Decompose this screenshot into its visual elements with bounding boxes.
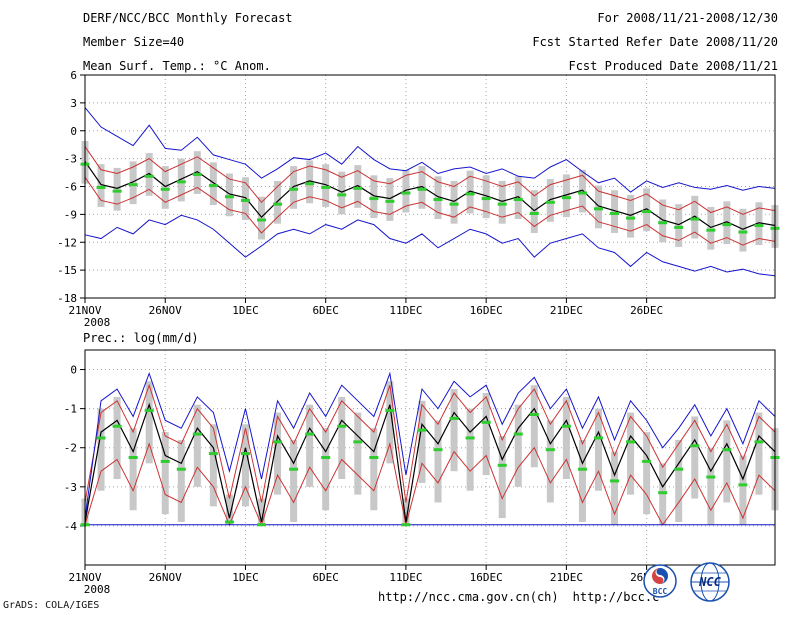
ensemble-max-line bbox=[84, 371, 776, 519]
panel2-title: Prec.: log(mm/d) bbox=[83, 331, 199, 345]
y-tick-label: -9 bbox=[64, 208, 77, 221]
y-tick-label: -3 bbox=[64, 481, 77, 494]
ncc-logo-label: NCC bbox=[698, 575, 721, 589]
upper-quartile-line bbox=[84, 146, 776, 215]
x-tick-label: 11DEC bbox=[389, 304, 422, 317]
x-tick-label: 21NOV bbox=[68, 571, 101, 584]
y-tick-label: -15 bbox=[57, 264, 77, 277]
header-refer-date: Fcst Started Refer Date 2008/11/20 bbox=[532, 35, 778, 49]
x-tick-label: 26NOV bbox=[149, 571, 182, 584]
ensemble-mean-line bbox=[84, 161, 776, 230]
header-title: DERF/NCC/BCC Monthly Forecast bbox=[83, 11, 293, 25]
x-tick-label: 1DEC bbox=[232, 571, 259, 584]
y-tick-label: -6 bbox=[64, 181, 77, 194]
x-tick-label: 16DEC bbox=[470, 571, 503, 584]
x-tick-label: 26NOV bbox=[149, 304, 182, 317]
header-produced-date: Fcst Produced Date 2008/11/21 bbox=[568, 59, 778, 73]
plot-frame bbox=[84, 74, 776, 299]
x-tick-label: 21NOV bbox=[68, 304, 101, 317]
y-tick-label: 0 bbox=[70, 364, 77, 377]
grads-credit: GrADS: COLA/IGES bbox=[3, 600, 100, 611]
y-tick-label: -3 bbox=[64, 153, 77, 166]
header-member-size: Member Size=40 bbox=[83, 35, 185, 49]
header-forecast-range: For 2008/11/21-2008/12/30 bbox=[597, 11, 778, 25]
panel-2: 21NOV200826NOV1DEC6DEC11DEC16DEC21DEC26D… bbox=[64, 349, 780, 596]
x-tick-label: 11DEC bbox=[389, 571, 422, 584]
y-tick-label: -18 bbox=[57, 292, 77, 305]
bcc-logo: BCC bbox=[641, 563, 679, 603]
ensemble-min-line bbox=[84, 214, 776, 277]
x-tick-sublabel: 2008 bbox=[84, 316, 111, 329]
bcc-url: http://bcc.c bbox=[572, 590, 660, 604]
x-tick-sublabel: 2008 bbox=[84, 583, 111, 596]
y-tick-label: 0 bbox=[70, 125, 77, 138]
y-tick-label: -4 bbox=[64, 520, 78, 533]
ncc-url: http://ncc.cma.gov.cn(ch) bbox=[378, 590, 559, 604]
spread-bars bbox=[81, 381, 779, 525]
gridlines bbox=[80, 74, 775, 303]
y-tick-label: 6 bbox=[70, 69, 77, 82]
y-tick-label: -1 bbox=[64, 403, 77, 416]
spread-bars bbox=[81, 140, 779, 252]
x-tick-label: 16DEC bbox=[470, 304, 503, 317]
x-tick-label: 26DEC bbox=[630, 304, 663, 317]
x-tick-label: 21DEC bbox=[550, 571, 583, 584]
plot-frame bbox=[84, 349, 776, 566]
upper-quartile-line bbox=[84, 383, 776, 503]
y-tick-label: -2 bbox=[64, 442, 77, 455]
panel1-title: Mean Surf. Temp.: °C Anom. bbox=[83, 59, 271, 73]
ncc-logo: NCC bbox=[685, 561, 735, 605]
bcc-logo-label: BCC bbox=[653, 587, 668, 596]
x-tick-label: 6DEC bbox=[312, 571, 339, 584]
lower-quartile-line bbox=[84, 176, 776, 246]
footer-urls: http://ncc.cma.gov.cn(ch) http://bcc.c bbox=[378, 590, 659, 604]
x-tick-label: 6DEC bbox=[312, 304, 339, 317]
x-tick-label: 1DEC bbox=[232, 304, 259, 317]
y-tick-label: -12 bbox=[57, 236, 77, 249]
y-tick-label: 3 bbox=[70, 97, 77, 110]
x-tick-label: 21DEC bbox=[550, 304, 583, 317]
median-dashes bbox=[80, 409, 780, 527]
lower-quartile-line bbox=[84, 441, 776, 527]
ensemble-max-line bbox=[84, 107, 776, 193]
ensemble-mean-line bbox=[84, 402, 776, 523]
